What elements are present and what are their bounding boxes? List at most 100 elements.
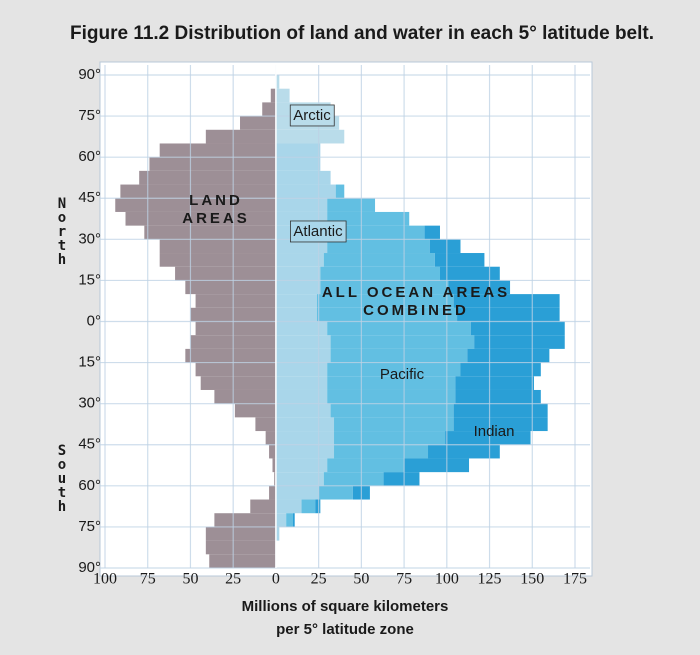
land-bar [125,211,276,226]
ocean-bar [434,253,485,267]
land-bar [274,472,276,486]
land-bar [115,198,276,212]
ocean-bar [316,307,458,322]
y-tick-label: 0° [87,312,101,329]
label-box [289,220,347,243]
ocean-bar [275,499,302,514]
land-label: LAND AREAS [182,192,250,227]
ocean-bar [275,198,328,212]
ocean-bar [275,485,319,500]
x-axis-label: per 5° latitude zone [276,621,414,638]
land-bar [195,362,276,377]
ocean-bar [318,485,353,500]
ocean-bar [275,389,328,404]
land-label-box: LAND AREAS [182,192,250,227]
ocean-annotation: ALL OCEAN AREAS COMBINED [321,284,511,319]
ocean-bar [275,321,328,336]
y-tick-label: 30° [78,230,101,247]
x-axis-label: Millions of square kilometers [242,598,449,615]
label-box [289,104,335,127]
land-bar [269,485,276,500]
ocean-bar [455,389,541,404]
land-bar [209,554,276,568]
ocean-bar [455,376,534,390]
ocean-bar [320,266,440,281]
x-tick-label: 175 [563,571,587,588]
land-bar [149,157,276,171]
y-tick-label: 90° [78,559,101,576]
x-tick-label: 25 [225,571,241,588]
land-bar [200,376,276,390]
ocean-bar [327,198,376,212]
ocean-bar [323,253,435,267]
land-bar [159,143,276,158]
land-bar [214,389,276,404]
y-tick-label: 75° [78,107,101,124]
ocean-bar [301,499,316,514]
x-tick-label: 75 [396,571,412,588]
region-label: Arctic [293,107,331,124]
ocean-bar [323,472,384,486]
ocean-bar [316,294,454,308]
ocean-bar [275,129,345,144]
ocean-bar [275,294,317,308]
x-tick-label: 150 [520,571,544,588]
land-bar [205,526,276,541]
ocean-bar [457,307,560,322]
ocean-bar [327,389,456,404]
ocean-bar [460,362,541,377]
ocean-bar [428,444,500,459]
land-bar [144,225,276,240]
ocean-bar [327,458,405,473]
ocean-bar [275,253,324,267]
ocean-bar [275,75,280,89]
ocean-bar [275,157,321,171]
side-label: North [54,196,70,266]
land-bar [269,444,276,459]
land-bar [234,403,276,418]
ocean-bar [275,444,335,459]
land-bar [255,417,276,432]
chart-title: Figure 11.2 Distribution of land and wat… [70,23,654,44]
ocean-bar [445,431,531,445]
ocean-bar [327,362,461,377]
ocean-bar [474,335,565,349]
y-tick-label: 15° [78,354,101,371]
ocean-bar [334,417,454,432]
ocean-bar [275,143,321,158]
region-label: Pacific [380,366,425,383]
ocean-bar [439,266,500,281]
ocean-bar [275,88,290,103]
ocean-bar [275,170,331,185]
y-tick-label: 60° [78,148,101,165]
y-tick-label: 15° [78,271,101,288]
ocean-bar [315,499,321,514]
ocean-bar [334,444,429,459]
land-bar [185,348,276,363]
y-tick-label: 45° [78,436,101,453]
ocean-bar [453,417,548,432]
x-tick-label: 100 [435,571,459,588]
land-bar [205,540,276,555]
ocean-bar [275,526,280,541]
land-bar [175,266,276,281]
y-tick-label: 60° [78,477,101,494]
land-bar [120,184,276,199]
x-tick-label: 50 [182,571,198,588]
ocean-bar [334,431,446,445]
y-tick-label: 45° [78,189,101,206]
x-tick-label: 0 [272,571,280,588]
ocean-bar [327,321,471,336]
ocean-bar [275,266,321,281]
ocean-bar [275,348,331,363]
x-tick-label: 50 [353,571,369,588]
ocean-annotation-box: ALL OCEAN AREAS COMBINED [321,284,511,319]
ocean-bar [293,513,295,527]
land-bar [240,116,276,130]
ocean-bar [275,184,336,199]
ocean-bar [467,348,550,363]
ocean-bar [448,280,511,295]
ocean-bar [404,458,470,473]
